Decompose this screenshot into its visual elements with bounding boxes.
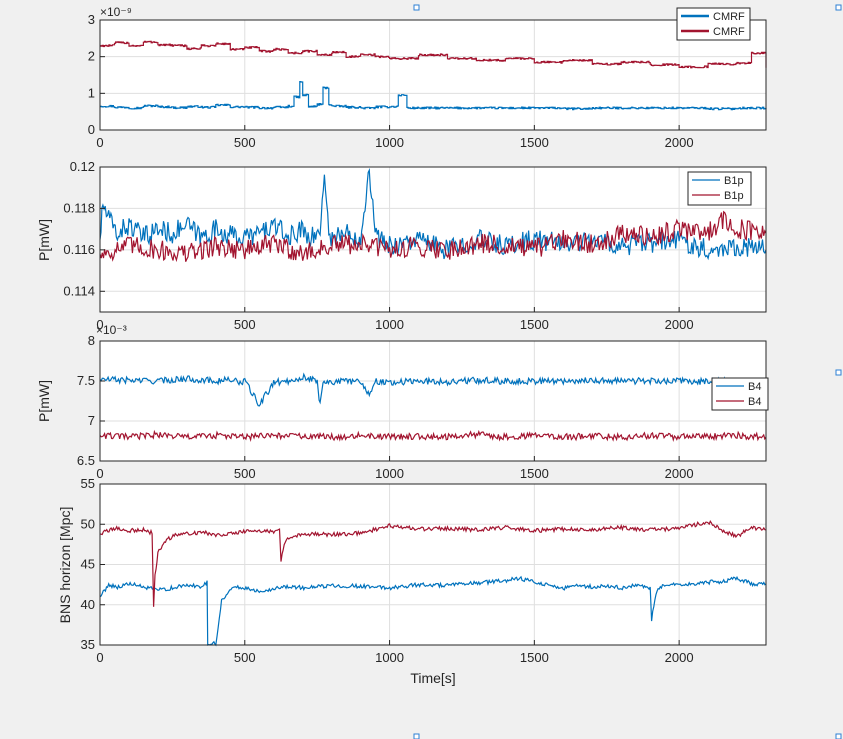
x-tick-label: 2000 (665, 317, 694, 332)
legend-label: CMRF (713, 26, 745, 38)
legend-label: B1p (724, 175, 744, 187)
axes-4-ylabel: BNS horizon [Mpc] (57, 507, 73, 624)
axes-2-ticks: 0 500 1000 1500 2000 0.114 0.116 0.118 0.12 (63, 159, 693, 332)
axes-3-y-exponent: ×10⁻³ (96, 323, 127, 337)
series-line-2 (100, 40, 767, 69)
x-tick-label: 500 (234, 135, 256, 150)
x-tick-label: 1000 (375, 650, 404, 665)
x-tick-label: 2000 (665, 650, 694, 665)
series-line-2 (99, 210, 767, 263)
y-tick-label: 50 (81, 516, 95, 531)
axes-1: 0 500 1000 1500 2000 0 1 2 3 ×10⁻⁹ CMRF CMRF (88, 5, 767, 150)
y-tick-label: 0.114 (63, 283, 95, 298)
axes-1-legend: CMRF CMRF (676, 7, 751, 41)
legend-label: B4 (748, 396, 761, 408)
axes-3-ticks: 0 500 1000 1500 2000 6.5 7 7.5 8 (77, 333, 694, 481)
legend-label: B4 (748, 381, 761, 393)
series-line-2 (99, 429, 767, 443)
y-tick-label: 2 (88, 49, 95, 64)
resize-handle-top[interactable] (413, 4, 420, 11)
axes-3-ylabel: P[mW] (36, 380, 52, 422)
x-tick-label: 2000 (665, 466, 694, 481)
x-tick-label: 1500 (520, 135, 549, 150)
y-tick-label: 0.116 (63, 242, 95, 257)
series-line-1 (99, 372, 767, 407)
x-tick-label: 1000 (375, 466, 404, 481)
x-tick-label: 1000 (375, 317, 404, 332)
axes-2: 0 500 1000 1500 2000 0.114 0.116 0.118 0.12 P[mW… (36, 159, 767, 332)
axes-2-box (99, 166, 767, 313)
y-tick-label: 40 (81, 597, 95, 612)
y-tick-label: 1 (88, 85, 95, 100)
x-tick-label: 0 (96, 466, 103, 481)
resize-handle-bottom[interactable] (413, 733, 420, 739)
axes-1-background (100, 20, 766, 130)
y-tick-label: 0.12 (70, 159, 95, 174)
x-tick-label: 500 (234, 466, 256, 481)
y-tick-label: 3 (88, 12, 95, 27)
x-tick-label: 0 (96, 317, 103, 332)
x-tick-label: 500 (234, 650, 256, 665)
legend-label: B1p (724, 190, 744, 202)
series-line-1 (99, 167, 767, 261)
resize-handle-right[interactable] (835, 369, 842, 376)
y-tick-label: 6.5 (77, 453, 95, 468)
x-tick-label: 1500 (520, 650, 549, 665)
y-tick-label: 0 (88, 122, 95, 137)
axes-4-ticks: 0 500 1000 1500 2000 35 40 45 50 55 (81, 476, 694, 665)
axes-2-ylabel: P[mW] (36, 219, 52, 261)
axes-3-series (99, 372, 767, 443)
legend-box (711, 377, 769, 411)
y-tick-label: 7 (88, 413, 95, 428)
series-line-2 (99, 520, 767, 607)
y-tick-label: 35 (81, 637, 95, 652)
x-tick-label: 500 (234, 317, 256, 332)
resize-handle-bottom-right[interactable] (835, 733, 842, 739)
x-axis-label: Time[s] (410, 670, 455, 686)
y-tick-label: 0.118 (63, 200, 95, 215)
x-tick-label: 0 (96, 650, 103, 665)
axes-1-box (99, 19, 767, 131)
axes-1-y-exponent: ×10⁻⁹ (100, 5, 132, 19)
x-tick-label: 2000 (665, 135, 694, 150)
axes-3-background (100, 341, 766, 461)
y-tick-label: 45 (81, 557, 95, 572)
axes-2-series (99, 167, 767, 263)
resize-handle-top-right[interactable] (835, 4, 842, 11)
y-tick-label: 8 (88, 333, 95, 348)
legend-box (676, 7, 751, 41)
axes-1-series (100, 40, 767, 111)
x-tick-label: 1500 (520, 466, 549, 481)
axes-1-ticks: 0 500 1000 1500 2000 0 1 2 3 (88, 12, 694, 150)
x-tick-label: 0 (96, 135, 103, 150)
legend-box (687, 171, 752, 206)
axes-4: 0 500 1000 1500 2000 35 40 45 50 55 BNS horizon [… (57, 476, 767, 686)
series-line-1 (100, 81, 767, 111)
y-tick-label: 7.5 (77, 373, 95, 388)
legend-label: CMRF (713, 11, 745, 23)
x-tick-label: 1500 (520, 317, 549, 332)
x-tick-label: 1000 (375, 135, 404, 150)
y-tick-label: 55 (81, 476, 95, 491)
